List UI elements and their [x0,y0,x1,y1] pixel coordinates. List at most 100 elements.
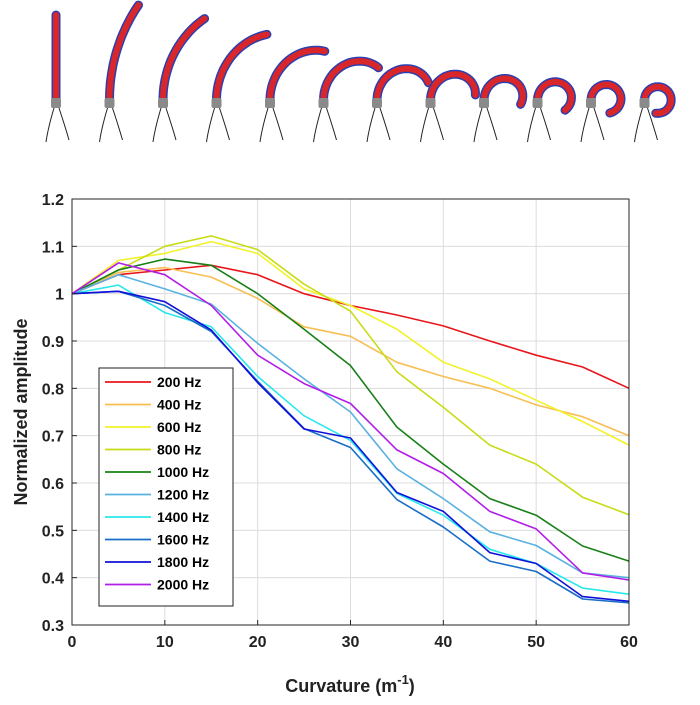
actuator-photo [580,79,626,143]
actuator-wire [45,107,55,143]
actuator-wire [634,107,643,143]
actuator-photo [152,14,210,143]
series-line-1600-hz [71,290,630,604]
actuator-wire [527,107,536,143]
legend-entry-label: 1600 Hz [157,532,209,548]
x-tick-label: 30 [342,634,360,651]
actuator-base [372,98,382,108]
actuator-photo [99,0,143,143]
x-tick-label: 60 [620,634,638,651]
series-line-600-hz [71,240,630,446]
actuator-photo [206,29,272,143]
actuator-wire [420,107,429,143]
actuator-wire [433,107,444,141]
actuator-body [106,2,142,103]
series-line-1000-hz [71,258,630,562]
actuator-wire [58,107,70,141]
actuator-wire [272,107,284,141]
actuator-wire [259,107,269,143]
x-axis-ticks: 0 10 20 30 40 50 60 [68,620,638,651]
y-tick-label: 1.1 [42,239,64,256]
actuator-body [160,15,208,103]
actuator-base [639,98,650,108]
x-tick-label: 20 [249,634,267,651]
legend-entry-label: 800 Hz [157,442,201,458]
actuator-wire [366,107,376,143]
legend-entry-label: 200 Hz [157,374,201,390]
actuator-wire [206,107,215,143]
actuator-photo [527,77,576,143]
y-tick-label: 0.9 [42,334,64,351]
actuator-photo [420,69,480,143]
y-tick-label: 1.2 [42,192,64,209]
actuator-base [425,98,436,108]
actuator-photo [366,64,433,143]
series-line-2000-hz [71,262,630,581]
y-tick-label: 0.4 [42,571,64,588]
legend-entry-label: 1800 Hz [157,554,209,570]
legend-box [98,367,234,607]
y-tick-label: 0.7 [42,429,64,446]
legend-entry-label: 600 Hz [157,419,201,435]
legend-entry-label: 400 Hz [157,397,201,413]
actuator-wire [219,107,230,141]
series-line-1200-hz [71,273,630,579]
y-axis-title: Normalized amplitude [11,318,31,505]
legend-entry-label: 1000 Hz [157,464,209,480]
actuator-base [586,98,596,108]
actuator-body [534,78,575,114]
x-tick-label: 50 [527,634,545,651]
actuator-body [267,47,328,103]
legend-entry-label: 2000 Hz [157,577,209,593]
actuator-body [641,83,675,117]
y-tick-label: 0.8 [42,381,64,398]
actuator-body [213,31,270,103]
actuator-wire [473,107,483,143]
actuator-base [104,98,115,108]
actuator-base [479,98,489,108]
actuator-base [158,98,168,108]
actuator-wire [326,107,337,141]
x-tick-label: 40 [434,634,452,651]
actuator-photo [45,10,70,143]
x-axis-title: Curvature (m-1) [285,672,415,696]
series-line-1800-hz [71,290,630,603]
actuator-wire [540,107,551,141]
actuator-body [588,81,625,116]
actuator-wire [486,107,498,141]
actuator-wire [580,107,590,143]
actuator-wire [99,107,108,143]
actuator-base [318,98,329,108]
actuator-body [481,75,526,108]
actuator-base [211,98,222,108]
actuator-wire [313,107,322,143]
actuator-wire [152,107,162,143]
legend-entry-label: 1400 Hz [157,509,209,525]
actuator-body [320,58,382,103]
actuator-photo [473,73,528,143]
actuator-base [265,98,275,108]
actuator-base [532,98,543,108]
actuator-body [374,65,432,103]
actuator-photo [313,56,383,143]
x-tick-label: 0 [68,634,77,651]
y-axis-ticks: 0.3 0.4 0.5 0.6 0.7 0.8 0.9 1 1.1 1.2 [42,192,77,635]
series-lines [71,235,630,604]
y-tick-label: 1 [55,287,64,304]
actuator-photo [634,82,676,143]
x-tick-label: 10 [156,634,174,651]
actuator-photo [259,45,330,143]
actuator-wire [593,107,605,141]
legend: 200 Hz 400 Hz 600 Hz 800 Hz 1000 Hz 1200 Hz 14… [98,367,234,607]
actuator-wire [165,107,177,141]
actuator-photo-strip [45,0,676,143]
y-tick-label: 0.5 [42,523,64,540]
series-line-800-hz [71,235,630,516]
legend-entry-label: 1200 Hz [157,487,209,503]
y-tick-label: 0.3 [42,618,64,635]
actuator-base [51,98,61,108]
series-line-400-hz [71,266,630,437]
actuator-wire [647,107,658,141]
actuator-body [427,71,479,103]
